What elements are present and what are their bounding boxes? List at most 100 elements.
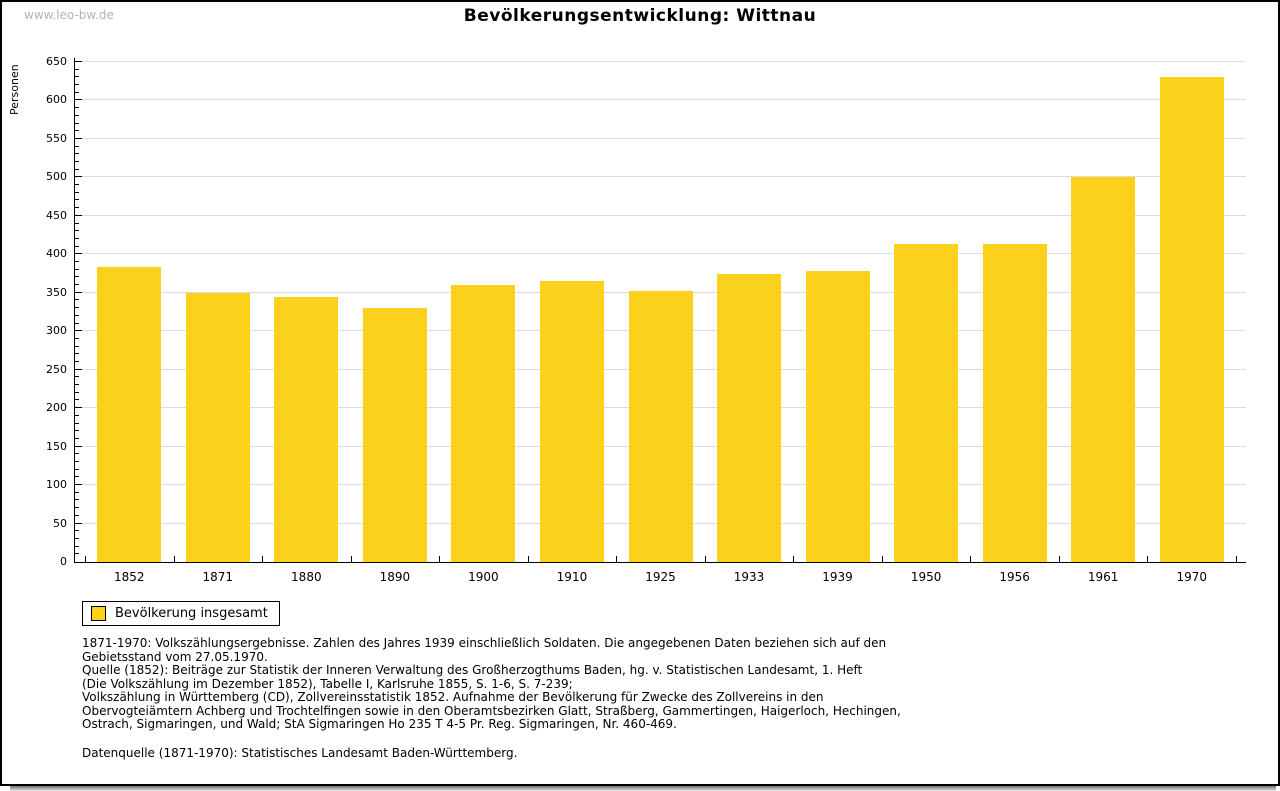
bar-1939 bbox=[805, 271, 870, 562]
x-label-1910: 1910 bbox=[556, 570, 588, 584]
y-minor-tick bbox=[75, 491, 79, 493]
y-tick-label: 450 bbox=[46, 208, 67, 222]
y-minor-tick bbox=[75, 353, 79, 355]
x-label-1890: 1890 bbox=[379, 570, 411, 584]
y-minor-tick bbox=[75, 184, 79, 186]
bar-1880 bbox=[274, 296, 339, 562]
x-label-1852: 1852 bbox=[113, 570, 145, 584]
y-minor-tick bbox=[75, 514, 79, 516]
y-tick-label: 500 bbox=[46, 170, 67, 184]
bar-1933 bbox=[717, 274, 782, 562]
y-minor-tick bbox=[75, 199, 79, 201]
gridline-600 bbox=[75, 99, 1246, 101]
y-tick-label: 0 bbox=[60, 555, 67, 568]
y-minor-tick bbox=[75, 476, 79, 478]
y-minor-tick bbox=[75, 107, 79, 109]
y-minor-tick bbox=[75, 461, 79, 462]
x-label-1880: 1880 bbox=[291, 570, 322, 584]
x-tick bbox=[527, 556, 529, 562]
bar-1900 bbox=[451, 285, 516, 562]
y-minor-tick bbox=[75, 337, 79, 339]
y-minor-tick bbox=[75, 222, 79, 224]
x-label-1925: 1925 bbox=[645, 570, 676, 584]
y-minor-tick bbox=[75, 191, 79, 193]
footnote-line: Gebietsstand vom 27.05.1970. bbox=[82, 649, 268, 664]
x-tick bbox=[1058, 556, 1060, 562]
chart-title: Bevölkerungsentwicklung: Wittnau bbox=[463, 6, 817, 26]
gridline-400 bbox=[75, 253, 1246, 255]
y-minor-tick bbox=[75, 391, 79, 393]
watermark-leo-bw: www.leo-bw.de bbox=[24, 8, 114, 22]
y-minor-tick bbox=[75, 322, 79, 324]
y-minor-tick bbox=[75, 245, 79, 247]
x-label-1961: 1961 bbox=[1087, 570, 1119, 584]
bar-1910 bbox=[539, 281, 604, 562]
y-tick-label: 650 bbox=[46, 55, 67, 68]
x-label-1871: 1871 bbox=[202, 570, 234, 584]
y-major-tick bbox=[75, 61, 82, 62]
x-tick bbox=[350, 556, 352, 562]
x-tick bbox=[704, 556, 706, 562]
y-minor-tick bbox=[75, 299, 79, 301]
y-axis-label: Personen bbox=[8, 64, 21, 115]
y-minor-tick bbox=[75, 153, 79, 155]
y-tick-label: 150 bbox=[46, 439, 67, 453]
x-tick bbox=[970, 556, 972, 562]
x-label-1956: 1956 bbox=[999, 570, 1030, 584]
y-major-tick bbox=[75, 330, 82, 332]
y-minor-tick bbox=[75, 430, 79, 432]
x-label-1950: 1950 bbox=[910, 570, 942, 584]
y-tick-label: 250 bbox=[46, 362, 67, 376]
y-tick-label: 600 bbox=[46, 93, 67, 107]
y-minor-tick bbox=[75, 76, 79, 78]
bar-1890 bbox=[362, 308, 427, 562]
x-tick bbox=[1147, 556, 1149, 562]
y-minor-tick bbox=[75, 130, 79, 132]
footnote-line: Quelle (1852): Beiträge zur Statistik de… bbox=[82, 663, 863, 677]
y-minor-tick bbox=[75, 114, 79, 116]
y-minor-tick bbox=[75, 453, 79, 455]
y-minor-tick bbox=[75, 437, 79, 439]
bar-1852 bbox=[97, 267, 162, 562]
y-minor-tick bbox=[75, 399, 79, 401]
y-tick-label: 50 bbox=[53, 516, 67, 530]
bar-1950 bbox=[894, 244, 959, 562]
y-minor-tick bbox=[75, 91, 79, 93]
y-tick-label: 550 bbox=[46, 131, 67, 145]
y-tick-label: 200 bbox=[46, 401, 67, 415]
footnote-line: 1871-1970: Volkszählungsergebnisse. Zahl… bbox=[82, 636, 887, 650]
legend-label: Bevölkerung insgesamt bbox=[115, 606, 268, 621]
x-tick bbox=[1236, 556, 1237, 562]
y-minor-tick bbox=[75, 284, 79, 286]
bar-1956 bbox=[982, 244, 1047, 562]
y-minor-tick bbox=[75, 376, 79, 378]
y-minor-tick bbox=[75, 230, 79, 232]
x-tick bbox=[85, 556, 86, 562]
footnote-line: Volkszählung in Württemberg (CD), Zollve… bbox=[82, 690, 824, 704]
footnote-text: 1871-1970: Volkszählungsergebnisse. Zahl… bbox=[82, 636, 901, 732]
y-minor-tick bbox=[75, 268, 79, 270]
x-label-1939: 1939 bbox=[822, 570, 853, 584]
y-major-tick bbox=[75, 291, 82, 293]
y-minor-tick bbox=[75, 414, 79, 416]
gridline-550 bbox=[75, 137, 1246, 139]
y-major-tick bbox=[75, 522, 82, 524]
x-tick bbox=[173, 556, 175, 562]
y-minor-tick bbox=[75, 545, 79, 547]
y-major-tick bbox=[75, 253, 82, 255]
y-minor-tick bbox=[75, 384, 79, 386]
gridline-650 bbox=[75, 61, 1246, 62]
footnote-line: Obervogteiämtern Achberg und Trochtelfin… bbox=[82, 703, 901, 718]
y-minor-tick bbox=[75, 237, 79, 239]
y-tick-label: 350 bbox=[46, 285, 67, 299]
y-tick-label: 400 bbox=[46, 247, 67, 261]
bar-1871 bbox=[185, 292, 250, 562]
y-minor-tick bbox=[75, 168, 79, 170]
datasource-text: Datenquelle (1871-1970): Statistisches L… bbox=[82, 746, 518, 760]
window-drop-shadow bbox=[10, 786, 1276, 791]
y-minor-tick bbox=[75, 276, 79, 278]
x-tick bbox=[262, 556, 264, 562]
y-minor-tick bbox=[75, 261, 79, 262]
y-minor-tick bbox=[75, 161, 79, 162]
